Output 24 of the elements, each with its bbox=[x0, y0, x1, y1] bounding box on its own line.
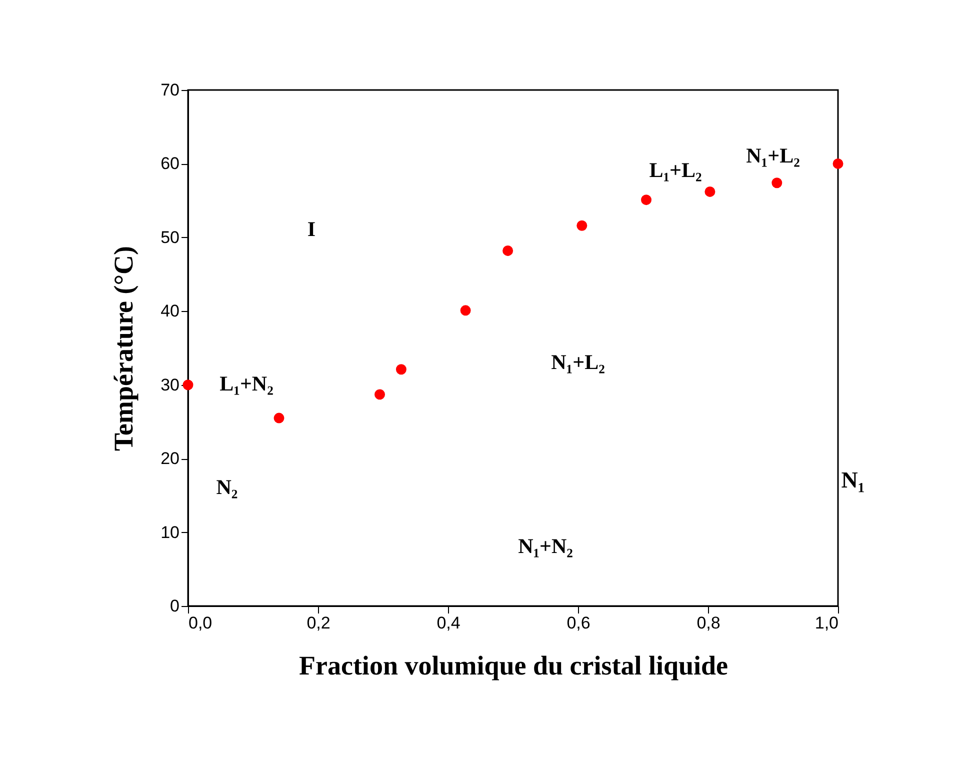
x-tick-label: 0,2 bbox=[306, 614, 330, 632]
y-tick-label: 10 bbox=[160, 522, 180, 542]
y-tick-label: 20 bbox=[160, 449, 180, 468]
y-tick-label: 40 bbox=[160, 302, 180, 321]
y-tick-label: 60 bbox=[160, 154, 180, 174]
x-tick-label: 1,0 bbox=[814, 614, 838, 632]
x-tick-label: 0,6 bbox=[566, 614, 590, 632]
y-tick-label: 30 bbox=[160, 375, 180, 394]
annotation: N₁+L₂ bbox=[746, 144, 800, 168]
x-tick-label: 0,0 bbox=[188, 614, 212, 632]
annotation: N₂ bbox=[216, 474, 238, 499]
y-tick-label: 50 bbox=[160, 228, 180, 247]
annotation: N₁+L₂ bbox=[551, 350, 605, 374]
x-axis-title: Fraction volumique du cristal liquide bbox=[298, 650, 728, 680]
x-tick-label: 0,8 bbox=[696, 614, 720, 632]
annotation: I bbox=[307, 216, 316, 241]
text: N₁ bbox=[841, 468, 865, 493]
y-axis-title: Température (°C) bbox=[108, 246, 139, 452]
x-tick-label: 0,4 bbox=[436, 614, 460, 632]
y-tick-label: 70 bbox=[160, 80, 180, 100]
y-tick-label: 0 bbox=[170, 596, 180, 616]
annotation: N₁+N₂ bbox=[518, 534, 573, 558]
annotation: L₁+L₂ bbox=[649, 158, 702, 182]
annotation: L₁+N₂ bbox=[220, 372, 274, 396]
